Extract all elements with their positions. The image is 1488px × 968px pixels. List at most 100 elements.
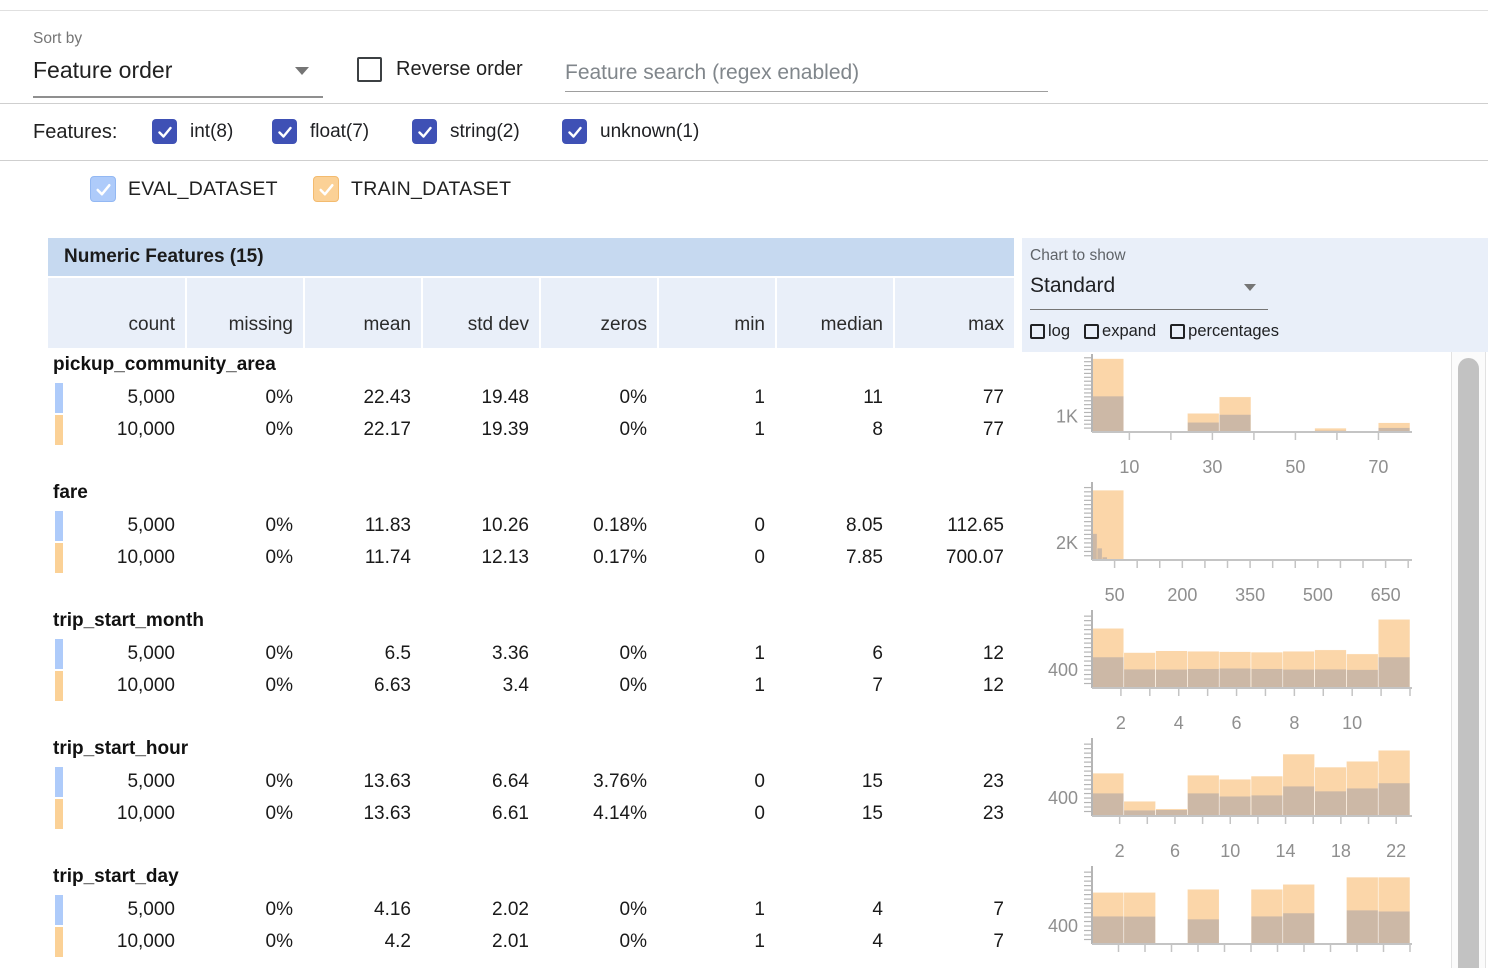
stat-missing: 0% (185, 798, 303, 830)
x-axis-label: 200 (1167, 585, 1197, 604)
stat-min: 1 (657, 670, 775, 702)
stats-row-train_dataset: 10,0000%6.633.40%1712 (48, 670, 1014, 702)
feature-type-label[interactable]: int(8) (190, 121, 233, 143)
option-label-expand[interactable]: expand (1102, 322, 1156, 341)
chart-to-show-label: Chart to show (1030, 247, 1126, 265)
stat-min: 0 (657, 798, 775, 830)
stat-std-dev: 3.36 (421, 638, 539, 670)
feature-type-checkbox-int[interactable] (152, 119, 177, 144)
stat-max: 77 (893, 382, 1014, 414)
sort-by-underline (33, 96, 323, 98)
stat-count: 10,000 (48, 542, 185, 574)
chevron-down-icon[interactable] (295, 67, 309, 75)
dataset-label[interactable]: EVAL_DATASET (128, 178, 278, 201)
stat-std-dev: 6.61 (421, 798, 539, 830)
x-axis-label: 2 (1116, 713, 1126, 732)
feature-type-label[interactable]: string(2) (450, 121, 520, 143)
stat-median: 4 (775, 894, 893, 926)
x-axis-label: 30 (1202, 457, 1222, 476)
stat-min: 0 (657, 766, 775, 798)
divider (0, 160, 1488, 161)
stat-std-dev: 19.48 (421, 382, 539, 414)
option-label-log[interactable]: log (1048, 322, 1070, 341)
feature-type-label[interactable]: float(7) (310, 121, 369, 143)
feature-search-input[interactable] (565, 54, 1048, 92)
stat-count: 10,000 (48, 926, 185, 958)
stat-max: 112.65 (893, 510, 1014, 542)
histogram-pickup_community_area: 1K10305070 (1022, 348, 1442, 476)
x-axis-label: 4 (1174, 713, 1184, 732)
stat-mean: 22.17 (303, 414, 421, 446)
sort-by-select[interactable]: Feature order (33, 57, 172, 84)
feature-name: fare (53, 482, 88, 504)
stat-min: 1 (657, 638, 775, 670)
column-header-min: min (657, 278, 775, 348)
x-axis-label: 350 (1235, 585, 1265, 604)
x-axis-label: 10 (1220, 841, 1240, 860)
option-checkbox-expand[interactable] (1084, 324, 1099, 339)
reverse-order-checkbox[interactable] (357, 57, 382, 82)
feature-block-fare: fare5,0000%11.8310.260.18%08.05112.6510,… (0, 476, 1488, 604)
check-icon (566, 123, 584, 141)
x-axis-label: 6 (1232, 713, 1242, 732)
dataset-swatch (55, 511, 63, 541)
stat-count: 10,000 (48, 798, 185, 830)
x-axis-label: 10 (1342, 713, 1362, 732)
stat-max: 23 (893, 766, 1014, 798)
dataset-swatch (55, 767, 63, 797)
stat-median: 4 (775, 926, 893, 958)
x-axis-label: 650 (1371, 585, 1401, 604)
feature-block-trip_start_month: trip_start_month5,0000%6.53.360%161210,0… (0, 604, 1488, 732)
reverse-order-label[interactable]: Reverse order (396, 58, 523, 81)
stats-row-eval_dataset: 5,0000%22.4319.480%11177 (48, 382, 1014, 414)
stat-mean: 13.63 (303, 766, 421, 798)
feature-name: trip_start_hour (53, 738, 188, 760)
x-axis-label: 2 (1115, 841, 1125, 860)
stat-median: 11 (775, 382, 893, 414)
feature-type-checkbox-unknown[interactable] (562, 119, 587, 144)
stats-row-train_dataset: 10,0000%22.1719.390%1877 (48, 414, 1014, 446)
stat-missing: 0% (185, 894, 303, 926)
stat-std-dev: 3.4 (421, 670, 539, 702)
chevron-down-icon[interactable] (1244, 284, 1256, 291)
option-checkbox-percentages[interactable] (1170, 324, 1185, 339)
feature-type-label[interactable]: unknown(1) (600, 121, 699, 143)
dataset-swatch (55, 671, 63, 701)
vertical-scrollbar[interactable] (1451, 352, 1486, 968)
feature-type-checkbox-string[interactable] (412, 119, 437, 144)
stat-max: 12 (893, 638, 1014, 670)
x-axis-label: 50 (1105, 585, 1125, 604)
y-axis-label: 1K (1056, 406, 1078, 426)
stat-min: 1 (657, 926, 775, 958)
stat-median: 8 (775, 414, 893, 446)
stat-min: 1 (657, 894, 775, 926)
chart-to-show-panel: Chart to show Standard log expand percenta… (1022, 238, 1488, 352)
dataset-label[interactable]: TRAIN_DATASET (351, 178, 511, 201)
scrollbar-thumb[interactable] (1458, 358, 1479, 968)
stat-zeros: 0.17% (539, 542, 657, 574)
stat-zeros: 0% (539, 638, 657, 670)
stat-median: 6 (775, 638, 893, 670)
column-header-mean: mean (303, 278, 421, 348)
column-header-zeros: zeros (539, 278, 657, 348)
column-header-count: count (48, 278, 185, 348)
option-checkbox-log[interactable] (1030, 324, 1045, 339)
option-label-percentages[interactable]: percentages (1188, 322, 1279, 341)
check-icon (94, 180, 113, 199)
feature-block-trip_start_hour: trip_start_hour 5,0000%13.636.643.76%0152… (0, 732, 1488, 860)
stat-count: 10,000 (48, 670, 185, 702)
train-dataset-checkbox[interactable] (313, 176, 339, 202)
dataset-swatch (55, 895, 63, 925)
chart-type-select[interactable]: Standard (1030, 274, 1115, 298)
stat-mean: 22.43 (303, 382, 421, 414)
x-axis-label: 8 (1289, 713, 1299, 732)
stat-min: 1 (657, 382, 775, 414)
feature-type-checkbox-float[interactable] (272, 119, 297, 144)
eval-dataset-checkbox[interactable] (90, 176, 116, 202)
top-border (0, 10, 1488, 11)
facets-overview-page: Sort by Feature order Reverse order Feat… (0, 0, 1488, 968)
stat-max: 7 (893, 926, 1014, 958)
histogram-fare: 2K50200350500650 (1022, 476, 1442, 604)
stats-row-eval_dataset: 5,0000%13.636.643.76%01523 (48, 766, 1014, 798)
x-axis-label: 70 (1368, 457, 1388, 476)
